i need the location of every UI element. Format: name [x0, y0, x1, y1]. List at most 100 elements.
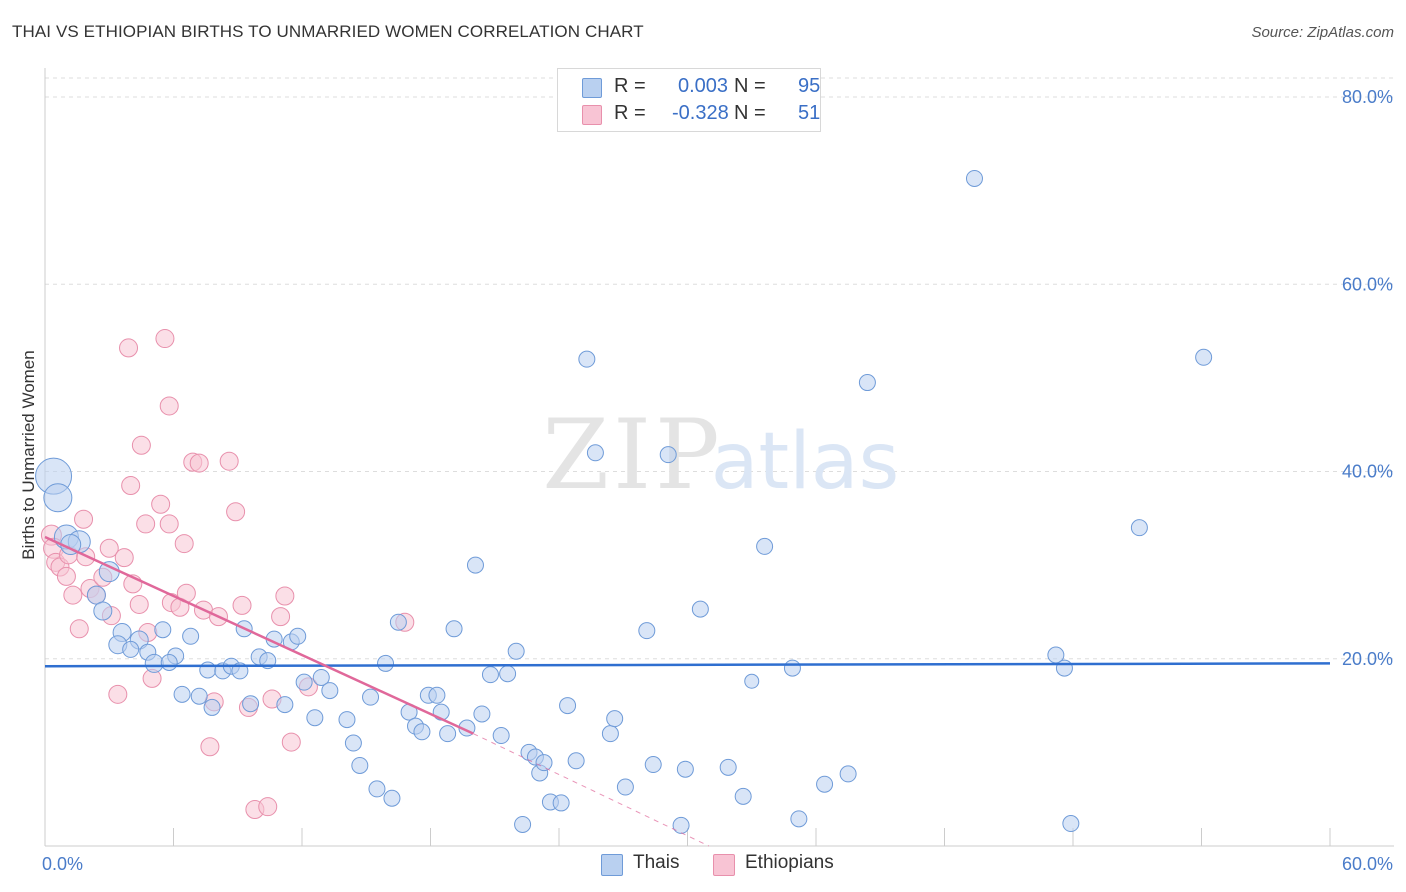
ethiopian-point [189, 453, 209, 473]
x-tick-label: 0.0% [42, 854, 83, 874]
ethiopian-point [108, 684, 128, 704]
legend-n-label: N = [734, 102, 766, 124]
ethiopian-point [69, 619, 89, 639]
thai-point [734, 787, 752, 805]
ethiopian-trend-extension [473, 733, 710, 847]
ethiopian-point [281, 732, 301, 752]
ethiopian-point [63, 585, 83, 605]
chart-title: THAI VS ETHIOPIAN BIRTHS TO UNMARRIED WO… [12, 22, 644, 41]
ethiopian-point [226, 502, 246, 522]
legend-n-value: 95 [798, 75, 821, 97]
thai-point [93, 601, 113, 621]
thai-point [199, 661, 217, 679]
thai-point [1195, 348, 1213, 366]
thai-point [160, 653, 178, 671]
thai-point [43, 483, 73, 513]
thai-point [559, 697, 577, 715]
ethiopian-point [136, 514, 156, 534]
thai-point [783, 659, 801, 677]
ethiopian-point [131, 435, 151, 455]
ethiopian-point [275, 586, 295, 606]
thai-point [586, 444, 604, 462]
thai-point [473, 705, 491, 723]
ethiopian-point [99, 538, 119, 558]
thai-point [616, 778, 634, 796]
thai-point [514, 815, 532, 833]
thai-point [173, 685, 191, 703]
thai-point [344, 734, 362, 752]
thai-point [86, 585, 106, 605]
legend-r-label: R = [614, 102, 646, 124]
thai-point [499, 665, 517, 683]
grid-lines [45, 77, 1394, 660]
thai-point [1062, 815, 1080, 833]
ethiopian-point [121, 476, 141, 496]
thai-point [144, 653, 164, 673]
thai-point [312, 668, 330, 686]
y-tick-label: 40.0% [1342, 462, 1393, 482]
thai-point [644, 756, 662, 774]
thai-point [190, 687, 208, 705]
thai-point [413, 723, 431, 741]
thai-point [445, 620, 463, 638]
thai-point [362, 688, 380, 706]
y-tick-label: 20.0% [1342, 649, 1393, 669]
thai-point [744, 673, 760, 689]
legend-r-value: 0.003 [678, 75, 729, 97]
thai-point [439, 725, 457, 743]
thai-point [289, 627, 307, 645]
thai-point [839, 765, 857, 783]
ethiopian-point [119, 338, 139, 358]
thai-point [672, 816, 690, 834]
thai-point [154, 621, 172, 639]
ethiopian-point [151, 494, 171, 514]
ethiopian-legend-label: Ethiopians [745, 852, 834, 873]
thai-point [492, 727, 510, 745]
thai-point [306, 709, 324, 727]
thai-legend-label: Thais [633, 852, 680, 873]
ethiopian-point [159, 514, 179, 534]
thai-point [756, 537, 774, 555]
thai-point [481, 666, 499, 684]
thai-point [377, 654, 395, 672]
watermark-atlas: atlas [711, 417, 900, 507]
tick-labels: 20.0% 40.0% 60.0% 80.0% 0.0% 60.0% [42, 87, 1393, 874]
thai-point [321, 682, 339, 700]
thai-point [606, 710, 624, 728]
thai-point [1130, 519, 1148, 537]
watermark: ZIP atlas [542, 399, 899, 511]
thai-point [691, 600, 709, 618]
x-tick-label: 60.0% [1342, 854, 1393, 874]
legend-r-label: R = [614, 75, 646, 97]
ethiopian-swatch [582, 105, 602, 125]
thai-point [383, 789, 401, 807]
thai-point [578, 350, 596, 368]
ethiopian-point [258, 797, 278, 817]
thai-point [338, 711, 356, 729]
thai-points [35, 169, 1213, 834]
thai-point [466, 556, 484, 574]
thai-point [535, 754, 553, 772]
thai-point [203, 698, 221, 716]
ethiopian-point [200, 737, 220, 757]
thai-point [816, 775, 834, 793]
thai-swatch [582, 78, 602, 98]
thai-legend-swatch [601, 854, 623, 876]
ethiopian-point [219, 451, 239, 471]
thai-point [507, 642, 525, 660]
thai-point [1055, 659, 1073, 677]
ethiopian-points [40, 329, 415, 819]
legend-r-value: -0.328 [672, 102, 729, 124]
legend-n-label: N = [734, 75, 766, 97]
thai-point [389, 613, 407, 631]
thai-point [276, 696, 294, 714]
ethiopian-legend-swatch [713, 854, 735, 876]
thai-point [790, 810, 808, 828]
thai-point [601, 725, 619, 743]
trend-lines [44, 535, 1331, 847]
ethiopian-point [271, 607, 291, 627]
thai-point [965, 169, 983, 187]
thai-point [858, 374, 876, 392]
thai-point [122, 640, 140, 658]
